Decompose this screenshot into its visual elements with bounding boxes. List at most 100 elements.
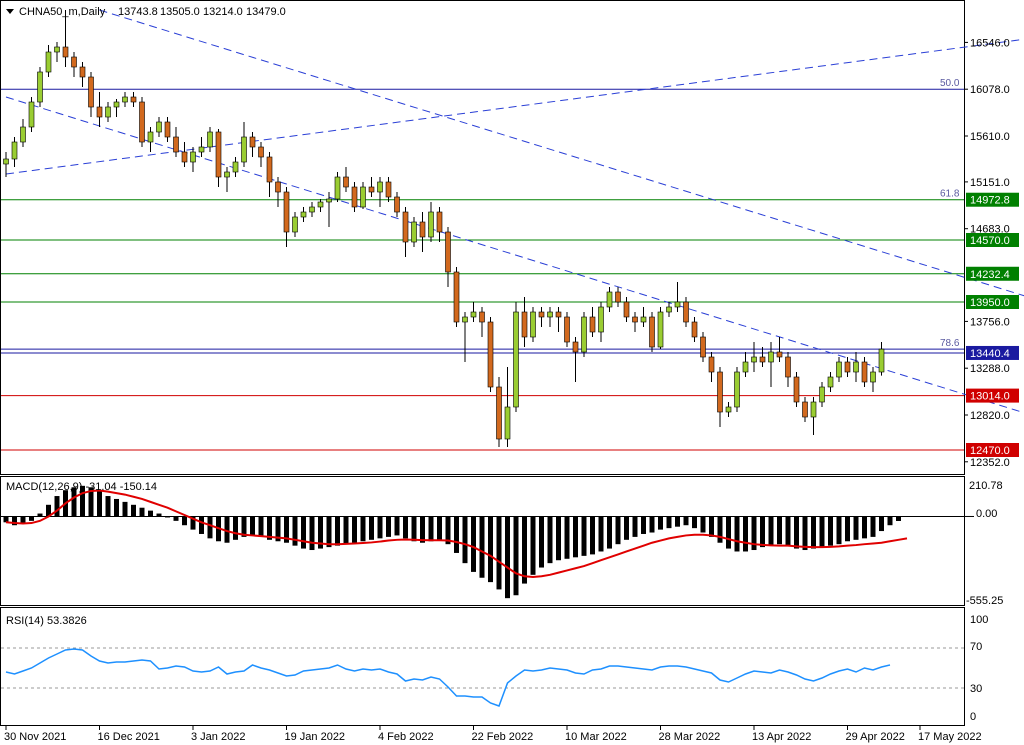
price-level-tag	[966, 295, 1019, 309]
macd-histogram-bar	[522, 516, 527, 584]
macd-histogram-bar	[751, 516, 757, 551]
candle-body	[105, 106, 111, 118]
macd-histogram-bar	[845, 516, 850, 542]
candle-body	[572, 341, 579, 353]
macd-pane	[1, 485, 974, 599]
macd-histogram-bar	[743, 516, 748, 552]
candle-body	[521, 311, 528, 338]
macd-histogram-bar	[394, 516, 400, 536]
macd-histogram-bar	[802, 516, 808, 551]
candle-body	[606, 291, 613, 308]
candle-body	[156, 121, 162, 133]
candle-body	[71, 56, 77, 68]
candle-body	[538, 311, 545, 318]
macd-histogram-bar	[250, 516, 255, 536]
candle-body	[547, 311, 553, 318]
price-level-tag-label: 12470.0	[970, 445, 1010, 457]
rsi-title: RSI(14) 53.3826	[6, 615, 87, 627]
macd-histogram-bar	[275, 516, 281, 542]
macd-histogram-bar	[709, 516, 714, 537]
macd-histogram-bar	[505, 516, 510, 599]
macd-histogram-bar	[641, 516, 646, 534]
macd-histogram-bar	[675, 516, 680, 527]
candle-body	[360, 186, 366, 208]
candle-body	[802, 401, 808, 418]
macd-tick-bottom: -555.25	[966, 595, 1003, 607]
price-level-tag-label: 14570.0	[970, 235, 1010, 247]
candle-body	[436, 211, 443, 233]
price-level-tag	[966, 388, 1019, 403]
macd-histogram-bar	[879, 516, 884, 532]
candle-body	[232, 161, 239, 173]
candle-body	[564, 316, 570, 343]
macd-histogram-bar	[496, 516, 502, 590]
candle-body	[334, 176, 341, 200]
candle-body	[28, 101, 35, 128]
macd-histogram-bar	[530, 516, 536, 575]
date-tick-label: 16 Dec 2021	[98, 731, 160, 743]
macd-signal-line	[5, 489, 908, 579]
candle-body	[683, 301, 689, 323]
candle-body	[377, 181, 383, 193]
candle-body	[368, 186, 375, 193]
candle-body	[462, 316, 468, 323]
date-tick-label: 13 Apr 2022	[752, 731, 811, 743]
price-axis: 16546.0 16078.0 15610.0 15151.0 14683.0 13756…	[964, 37, 1019, 469]
candle-body	[453, 271, 460, 323]
macd-title: MACD(12,26,9) -31.04 -150.14	[6, 481, 157, 493]
channel-trendline	[5, 96, 1024, 414]
candle-body	[861, 361, 868, 383]
price-tick-label: 13288.0	[970, 363, 1010, 375]
price-title: CHNA50_m,Daily	[19, 6, 106, 18]
candle-body	[793, 376, 800, 403]
price-tick-label: 15610.0	[970, 131, 1010, 143]
candle-body	[504, 406, 511, 440]
candle-body	[275, 181, 281, 193]
candle-body	[555, 311, 562, 318]
macd-histogram-bar	[692, 516, 697, 529]
rsi-pane-frame	[0, 607, 965, 726]
macd-histogram-bar	[224, 516, 230, 543]
candle-body	[487, 321, 494, 388]
macd-histogram-bar	[777, 516, 782, 545]
candle-body	[870, 371, 876, 383]
candle-body	[649, 316, 655, 348]
macd-histogram-bar	[624, 516, 629, 540]
candle-body	[598, 306, 604, 333]
candle-body	[479, 311, 485, 323]
candle-body	[878, 348, 885, 373]
candle-body	[173, 136, 179, 153]
macd-histogram-bar	[80, 485, 85, 517]
candle-body	[249, 136, 256, 148]
macd-histogram-bar	[165, 516, 170, 518]
price-tick-label: 12820.0	[970, 410, 1010, 422]
candle-body	[623, 301, 630, 318]
candle-body	[581, 316, 587, 353]
candle-body	[445, 231, 451, 273]
macd-histogram-bar	[564, 516, 570, 559]
candle-body	[513, 311, 519, 408]
candle-body	[266, 156, 273, 183]
macd-histogram-bar	[20, 516, 26, 524]
macd-histogram-bar	[726, 516, 731, 549]
candle-body	[640, 316, 647, 323]
candle-body	[725, 406, 732, 413]
candle-body	[147, 131, 154, 143]
rsi-line	[5, 648, 891, 707]
macd-histogram-bar	[377, 516, 383, 539]
price-level-tag-label: 13950.0	[970, 297, 1010, 309]
macd-histogram-bar	[309, 516, 315, 551]
macd-histogram-bar	[258, 516, 264, 537]
ohlc-open: 13743.8	[118, 6, 158, 18]
candle-body	[411, 221, 417, 243]
macd-histogram-bar	[887, 516, 893, 526]
macd-histogram-bar	[666, 516, 672, 529]
price-tick-label: 16546.0	[970, 37, 1010, 49]
date-tick-label: 17 May 2022	[918, 731, 982, 743]
candle-body	[657, 311, 664, 348]
chart-menu-triangle-icon[interactable]	[6, 9, 14, 14]
candle-body	[700, 336, 706, 358]
fib-level-label: 50.0	[940, 78, 960, 89]
price-tick-label: 14683.0	[970, 224, 1010, 236]
